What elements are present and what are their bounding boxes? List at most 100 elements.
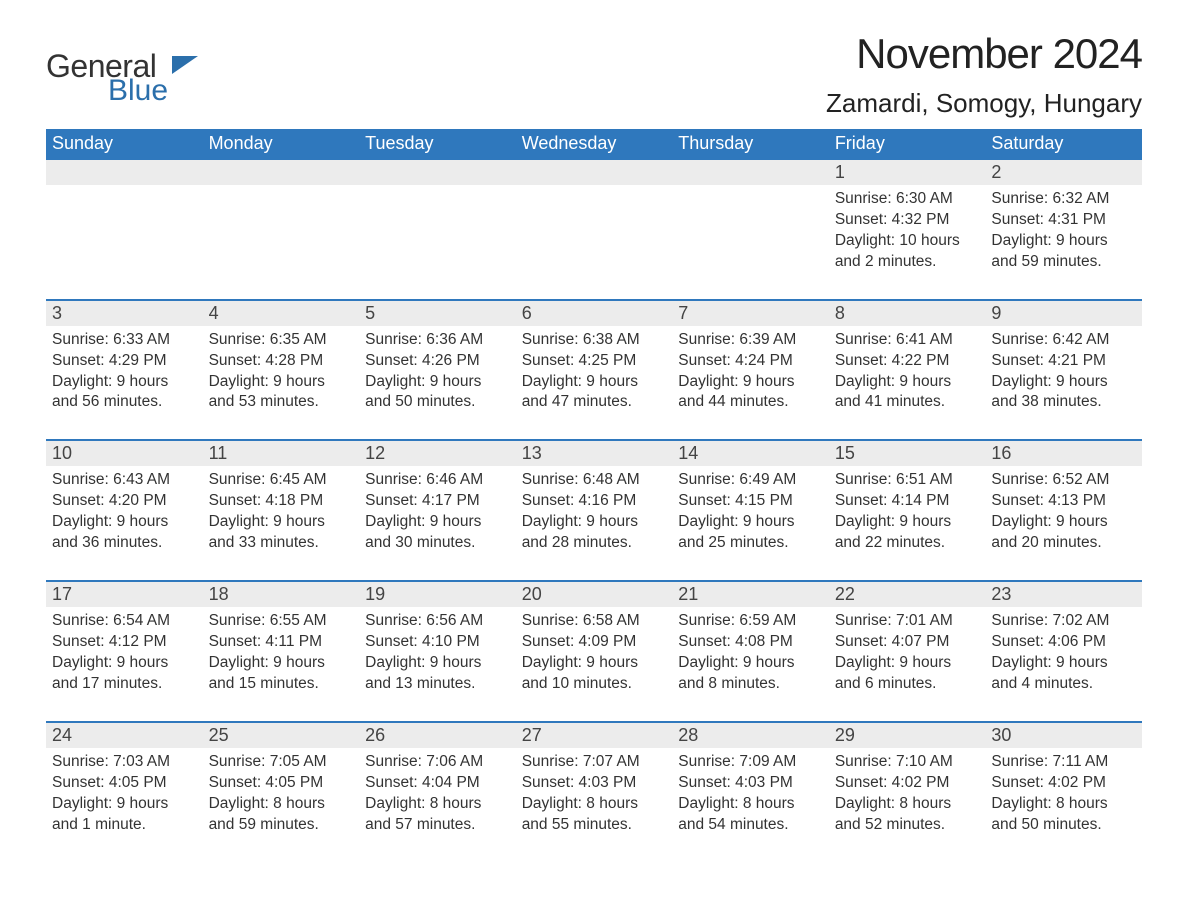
daylight-line1: Daylight: 9 hours	[209, 372, 354, 393]
daylight-line1: Daylight: 9 hours	[52, 653, 197, 674]
day-number: 29	[829, 723, 986, 748]
daynum-row: 3456789	[46, 301, 1142, 326]
day-number: 5	[359, 301, 516, 326]
day-number: 16	[985, 441, 1142, 466]
daylight-line2: and 25 minutes.	[678, 533, 823, 554]
day-details: Sunrise: 7:01 AMSunset: 4:07 PMDaylight:…	[829, 607, 986, 722]
day-number: 1	[829, 160, 986, 185]
sunrise: Sunrise: 6:36 AM	[365, 330, 510, 351]
sunrise: Sunrise: 6:49 AM	[678, 470, 823, 491]
day-details: Sunrise: 7:07 AMSunset: 4:03 PMDaylight:…	[516, 748, 673, 844]
sunset: Sunset: 4:17 PM	[365, 491, 510, 512]
day-details: Sunrise: 7:09 AMSunset: 4:03 PMDaylight:…	[672, 748, 829, 844]
sunset: Sunset: 4:20 PM	[52, 491, 197, 512]
dayhead-tue: Tuesday	[359, 129, 516, 160]
daylight-line1: Daylight: 8 hours	[365, 794, 510, 815]
daylight-line2: and 50 minutes.	[991, 815, 1136, 836]
daylight-line1: Daylight: 9 hours	[991, 653, 1136, 674]
dayhead-sun: Sunday	[46, 129, 203, 160]
day-number	[46, 160, 203, 185]
header: General Blue November 2024 Zamardi, Somo…	[46, 30, 1142, 119]
sunrise: Sunrise: 6:39 AM	[678, 330, 823, 351]
daylight-line2: and 56 minutes.	[52, 392, 197, 413]
daylight-line2: and 1 minute.	[52, 815, 197, 836]
daylight-line2: and 20 minutes.	[991, 533, 1136, 554]
sunset: Sunset: 4:15 PM	[678, 491, 823, 512]
sunrise: Sunrise: 6:54 AM	[52, 611, 197, 632]
sunrise: Sunrise: 7:07 AM	[522, 752, 667, 773]
day-number: 22	[829, 582, 986, 607]
day-number	[359, 160, 516, 185]
day-number: 13	[516, 441, 673, 466]
details-row: Sunrise: 6:30 AMSunset: 4:32 PMDaylight:…	[46, 185, 1142, 300]
day-number	[203, 160, 360, 185]
day-number: 8	[829, 301, 986, 326]
day-details: Sunrise: 6:46 AMSunset: 4:17 PMDaylight:…	[359, 466, 516, 581]
sunrise: Sunrise: 6:56 AM	[365, 611, 510, 632]
day-number: 21	[672, 582, 829, 607]
sunset: Sunset: 4:13 PM	[991, 491, 1136, 512]
daylight-line1: Daylight: 9 hours	[522, 512, 667, 533]
sunrise: Sunrise: 6:33 AM	[52, 330, 197, 351]
daylight-line2: and 2 minutes.	[835, 252, 980, 273]
day-number: 6	[516, 301, 673, 326]
daylight-line2: and 17 minutes.	[52, 674, 197, 695]
day-details: Sunrise: 7:10 AMSunset: 4:02 PMDaylight:…	[829, 748, 986, 844]
sunrise: Sunrise: 6:42 AM	[991, 330, 1136, 351]
sunrise: Sunrise: 6:32 AM	[991, 189, 1136, 210]
dayhead-wed: Wednesday	[516, 129, 673, 160]
daylight-line2: and 52 minutes.	[835, 815, 980, 836]
title-block: November 2024 Zamardi, Somogy, Hungary	[826, 30, 1142, 119]
daylight-line2: and 57 minutes.	[365, 815, 510, 836]
dayhead-thu: Thursday	[672, 129, 829, 160]
daylight-line1: Daylight: 9 hours	[365, 372, 510, 393]
daylight-line1: Daylight: 8 hours	[522, 794, 667, 815]
daylight-line1: Daylight: 9 hours	[365, 653, 510, 674]
daylight-line2: and 38 minutes.	[991, 392, 1136, 413]
sunset: Sunset: 4:18 PM	[209, 491, 354, 512]
logo-sail-icon	[172, 56, 198, 74]
day-details: Sunrise: 6:54 AMSunset: 4:12 PMDaylight:…	[46, 607, 203, 722]
sunset: Sunset: 4:29 PM	[52, 351, 197, 372]
sunset: Sunset: 4:09 PM	[522, 632, 667, 653]
daylight-line2: and 36 minutes.	[52, 533, 197, 554]
day-number: 17	[46, 582, 203, 607]
daylight-line2: and 54 minutes.	[678, 815, 823, 836]
sunrise: Sunrise: 7:06 AM	[365, 752, 510, 773]
day-number: 23	[985, 582, 1142, 607]
sunset: Sunset: 4:11 PM	[209, 632, 354, 653]
sunrise: Sunrise: 6:55 AM	[209, 611, 354, 632]
dayhead-mon: Monday	[203, 129, 360, 160]
day-details: Sunrise: 7:02 AMSunset: 4:06 PMDaylight:…	[985, 607, 1142, 722]
day-number: 12	[359, 441, 516, 466]
day-number: 2	[985, 160, 1142, 185]
sunset: Sunset: 4:08 PM	[678, 632, 823, 653]
day-number: 19	[359, 582, 516, 607]
day-header-row: Sunday Monday Tuesday Wednesday Thursday…	[46, 129, 1142, 160]
sunset: Sunset: 4:24 PM	[678, 351, 823, 372]
day-details: Sunrise: 6:42 AMSunset: 4:21 PMDaylight:…	[985, 326, 1142, 441]
day-details: Sunrise: 6:41 AMSunset: 4:22 PMDaylight:…	[829, 326, 986, 441]
daylight-line2: and 30 minutes.	[365, 533, 510, 554]
day-number: 30	[985, 723, 1142, 748]
day-number: 18	[203, 582, 360, 607]
sunrise: Sunrise: 7:02 AM	[991, 611, 1136, 632]
day-details	[359, 185, 516, 300]
sunset: Sunset: 4:02 PM	[991, 773, 1136, 794]
day-details: Sunrise: 6:38 AMSunset: 4:25 PMDaylight:…	[516, 326, 673, 441]
day-number: 10	[46, 441, 203, 466]
sunrise: Sunrise: 7:10 AM	[835, 752, 980, 773]
day-number: 28	[672, 723, 829, 748]
sunset: Sunset: 4:22 PM	[835, 351, 980, 372]
day-details: Sunrise: 6:45 AMSunset: 4:18 PMDaylight:…	[203, 466, 360, 581]
day-details: Sunrise: 6:51 AMSunset: 4:14 PMDaylight:…	[829, 466, 986, 581]
sunset: Sunset: 4:26 PM	[365, 351, 510, 372]
dayhead-fri: Friday	[829, 129, 986, 160]
daylight-line2: and 50 minutes.	[365, 392, 510, 413]
day-details	[203, 185, 360, 300]
calendar-body: 12 Sunrise: 6:30 AMSunset: 4:32 PMDaylig…	[46, 160, 1142, 843]
logo-text: General Blue	[46, 50, 168, 106]
daylight-line2: and 55 minutes.	[522, 815, 667, 836]
details-row: Sunrise: 7:03 AMSunset: 4:05 PMDaylight:…	[46, 748, 1142, 844]
daylight-line1: Daylight: 9 hours	[678, 512, 823, 533]
